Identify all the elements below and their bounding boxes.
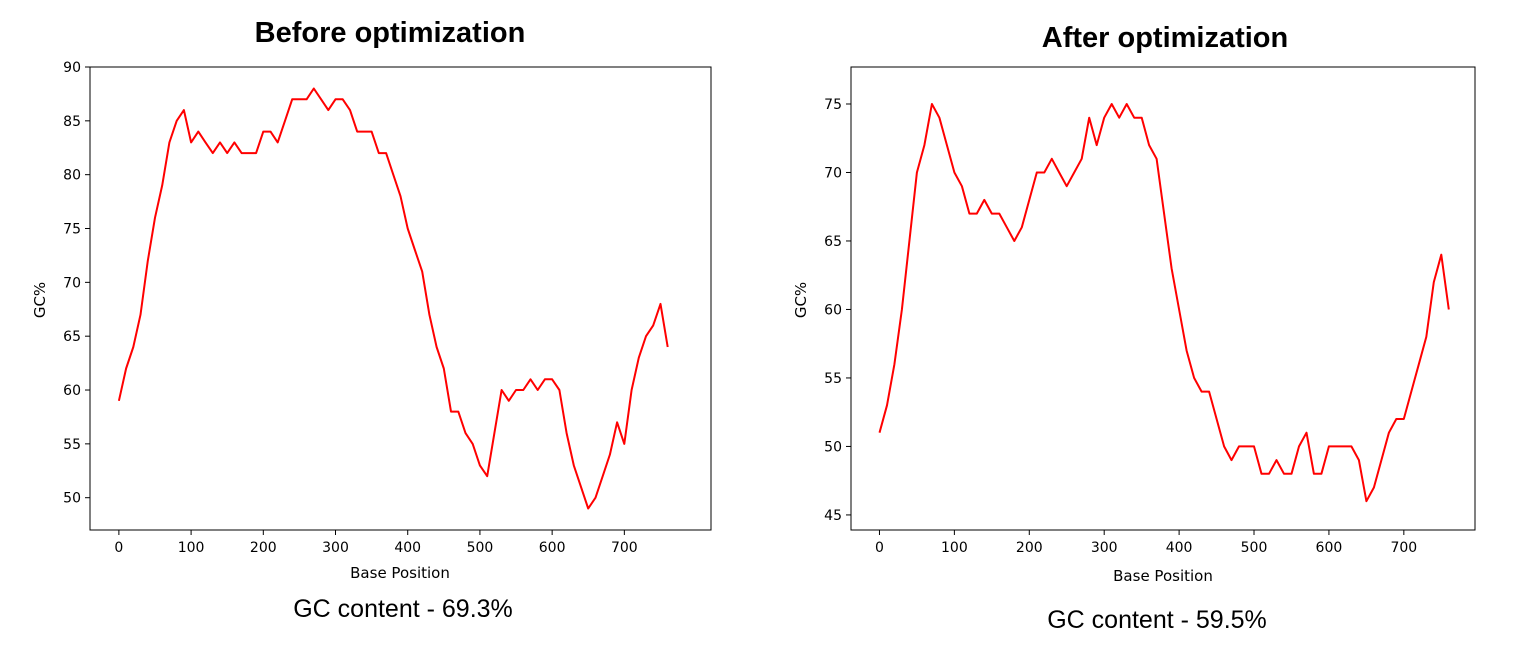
y-tick-label: 65: [824, 234, 842, 250]
y-tick-label: 90: [63, 60, 81, 76]
x-tick-label: 200: [1016, 540, 1043, 556]
chart-after: After optimization Base Position GC% GC …: [792, 22, 1476, 634]
y-tick-label: 75: [824, 97, 842, 113]
y-tick-label: 70: [824, 165, 842, 181]
x-tick-label: 300: [322, 540, 349, 556]
y-tick-label: 55: [63, 437, 81, 453]
x-axis-label: Base Position: [350, 564, 450, 582]
gc-content-caption: GC content - 59.5%: [1047, 606, 1267, 634]
x-tick-label: 400: [1166, 540, 1193, 556]
y-tick-label: 55: [824, 371, 842, 387]
x-tick-label: 500: [467, 540, 494, 556]
gc-content-caption: GC content - 69.3%: [293, 595, 513, 623]
x-tick-label: 300: [1091, 540, 1118, 556]
y-axis-label: GC%: [792, 282, 810, 318]
y-tick-label: 50: [63, 491, 81, 507]
x-tick-label: 600: [539, 540, 566, 556]
y-tick-label: 45: [824, 508, 842, 524]
y-tick-label: 50: [824, 439, 842, 455]
y-tick-label: 70: [63, 275, 81, 291]
y-tick-label: 80: [63, 168, 81, 184]
y-tick-label: 60: [824, 302, 842, 318]
plot-frame: [89, 66, 712, 531]
y-tick-label: 60: [63, 383, 81, 399]
x-tick-label: 700: [611, 540, 638, 556]
y-tick-label: 75: [63, 222, 81, 238]
chart-title: Before optimization: [255, 17, 526, 49]
x-tick-label: 100: [941, 540, 968, 556]
x-tick-label: 0: [875, 540, 884, 556]
plot-frame: [850, 66, 1476, 531]
x-tick-label: 600: [1316, 540, 1343, 556]
x-tick-label: 400: [394, 540, 421, 556]
gc-series-line: [117, 87, 669, 510]
x-tick-label: 700: [1390, 540, 1417, 556]
x-tick-label: 200: [250, 540, 277, 556]
gc-series-line: [878, 103, 1450, 503]
y-tick-label: 85: [63, 114, 81, 130]
x-tick-label: 0: [114, 540, 123, 556]
y-tick-label: 65: [63, 329, 81, 345]
chart-title: After optimization: [1042, 22, 1289, 54]
x-tick-label: 100: [178, 540, 205, 556]
x-axis-label: Base Position: [1113, 567, 1213, 585]
chart-before: Before optimization Base Position GC% GC…: [31, 17, 712, 623]
y-axis-label: GC%: [31, 282, 49, 318]
x-tick-label: 500: [1241, 540, 1268, 556]
